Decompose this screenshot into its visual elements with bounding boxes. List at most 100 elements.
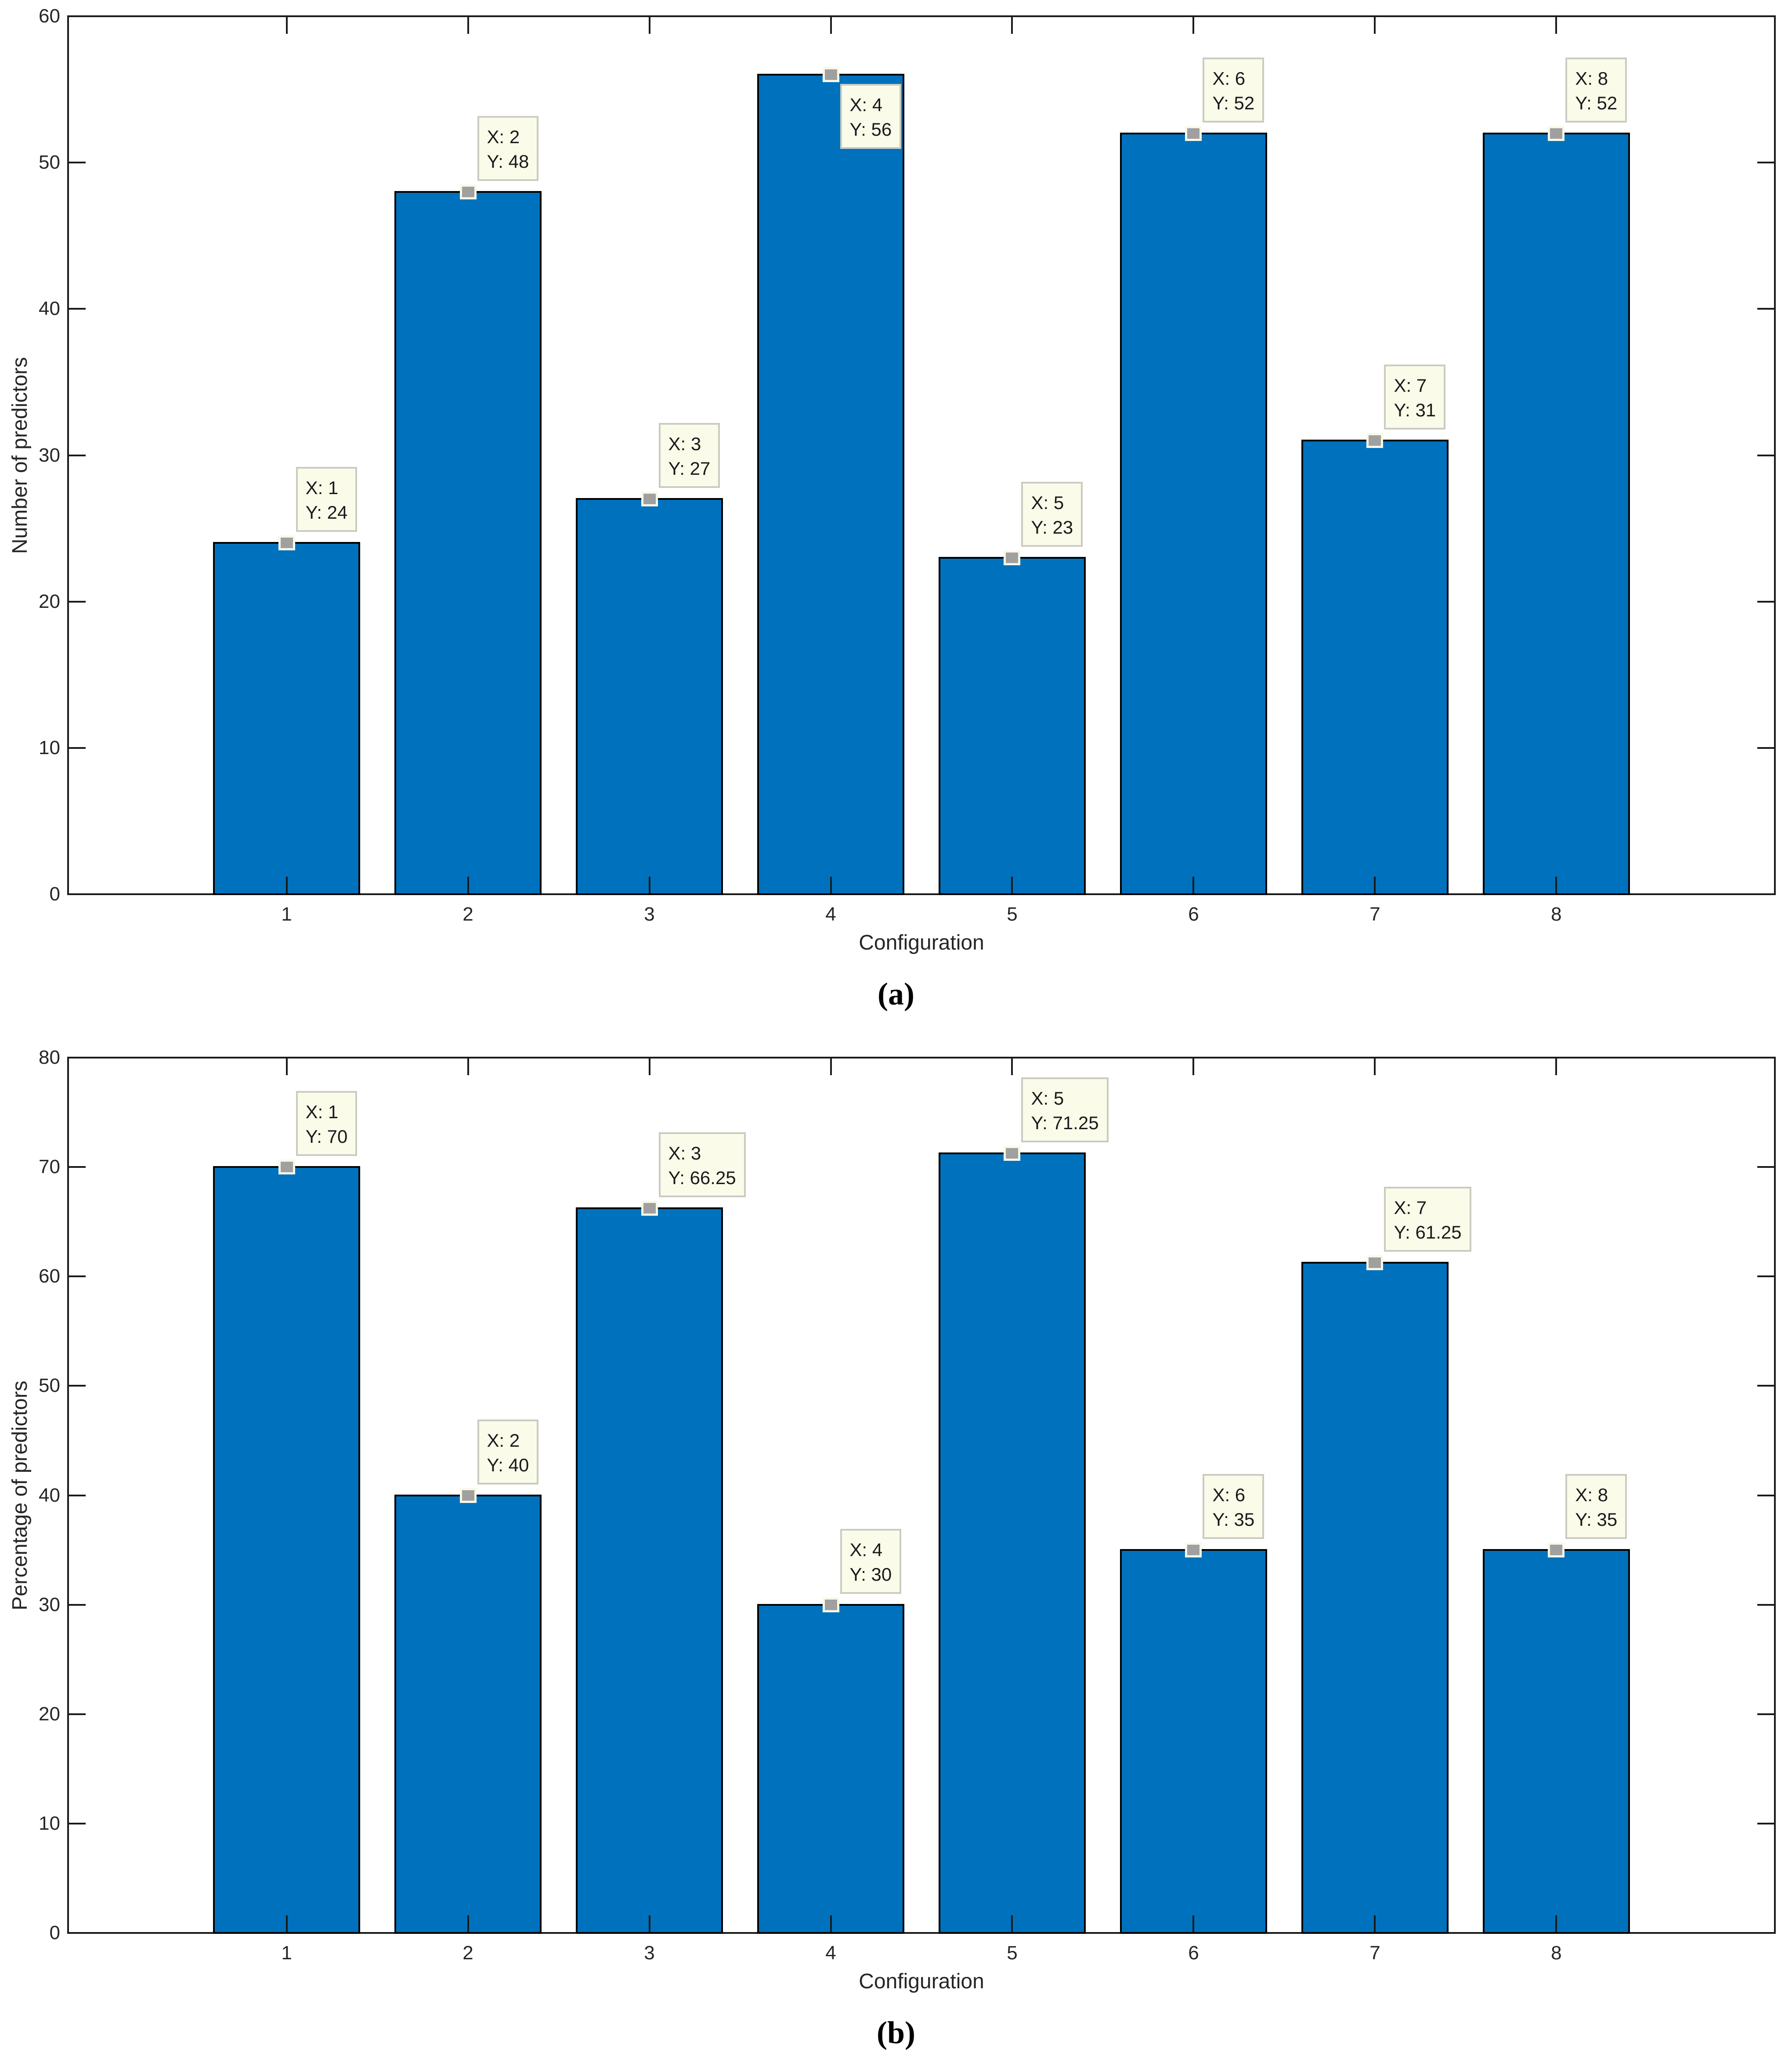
y-tick-right-b-20 xyxy=(1757,1713,1774,1715)
datatip-marker-b-8 xyxy=(1548,1542,1565,1558)
datatip-marker-a-6 xyxy=(1185,126,1202,141)
datatip-marker-inner-a-6 xyxy=(1187,128,1200,139)
y-tick-right-a-50 xyxy=(1757,162,1774,164)
x-tick-top-b-8 xyxy=(1555,1058,1557,1075)
datatip-a-5: X: 5 Y: 23 xyxy=(1021,481,1083,547)
y-tick-left-b-0 xyxy=(69,1932,86,1934)
datatip-marker-b-5 xyxy=(1004,1145,1021,1161)
bar-b-x5 xyxy=(939,1152,1086,1934)
datatip-b-3: X: 3 Y: 66.25 xyxy=(658,1132,746,1197)
x-tick-label-a-3: 3 xyxy=(644,903,655,925)
bar-a-x5 xyxy=(939,556,1086,895)
y-tick-right-b-40 xyxy=(1757,1494,1774,1496)
datatip-b-1: X: 1 Y: 70 xyxy=(296,1091,358,1156)
y-tick-right-b-10 xyxy=(1757,1822,1774,1824)
datatip-marker-inner-b-2 xyxy=(462,1490,474,1501)
x-tick-top-b-6 xyxy=(1192,1058,1195,1075)
bar-a-x1 xyxy=(213,542,360,895)
datatip-marker-inner-a-1 xyxy=(280,538,293,549)
datatip-x-line-b-8: X: 8 xyxy=(1575,1485,1608,1506)
x-tick-label-a-1: 1 xyxy=(281,903,292,925)
x-tick-bottom-b-5 xyxy=(1011,1915,1013,1932)
y-tick-right-b-60 xyxy=(1757,1275,1774,1278)
y-tick-left-b-20 xyxy=(69,1713,86,1715)
datatip-marker-b-1 xyxy=(278,1160,295,1175)
datatip-marker-inner-a-4 xyxy=(824,69,837,80)
x-tick-top-b-4 xyxy=(830,1058,832,1075)
datatip-y-line-a-2: Y: 48 xyxy=(487,151,529,172)
x-tick-bottom-b-7 xyxy=(1374,1915,1376,1932)
y-tick-label-b-50: 50 xyxy=(39,1375,60,1397)
datatip-marker-b-4 xyxy=(822,1597,839,1612)
x-axis-label-b: Configuration xyxy=(859,1970,984,1993)
datatip-x-line-a-4: X: 4 xyxy=(849,94,883,116)
y-tick-right-a-40 xyxy=(1757,308,1774,310)
y-tick-label-a-20: 20 xyxy=(39,590,60,612)
x-tick-top-b-3 xyxy=(648,1058,650,1075)
x-tick-label-a-2: 2 xyxy=(462,903,473,925)
y-tick-label-a-60: 60 xyxy=(39,5,60,27)
x-tick-top-a-7 xyxy=(1374,17,1376,34)
datatip-a-8: X: 8 Y: 52 xyxy=(1565,57,1627,123)
datatip-x-line-b-4: X: 4 xyxy=(849,1539,883,1560)
x-tick-bottom-a-4 xyxy=(830,877,832,893)
datatip-marker-b-6 xyxy=(1185,1542,1202,1558)
datatip-marker-inner-a-7 xyxy=(1369,435,1381,446)
x-tick-top-b-2 xyxy=(467,1058,469,1075)
y-tick-label-a-10: 10 xyxy=(39,737,60,759)
x-axis-label-a: Configuration xyxy=(859,931,984,954)
x-tick-top-a-4 xyxy=(830,17,832,34)
bar-a-x3 xyxy=(576,498,723,895)
panel-caption-a: (a) xyxy=(878,976,914,1011)
datatip-y-line-a-3: Y: 27 xyxy=(668,458,711,479)
y-tick-label-b-40: 40 xyxy=(39,1484,60,1506)
datatip-y-line-a-7: Y: 31 xyxy=(1394,400,1436,421)
y-tick-right-b-50 xyxy=(1757,1385,1774,1387)
x-tick-label-a-8: 8 xyxy=(1551,903,1562,925)
x-tick-label-b-1: 1 xyxy=(281,1942,292,1964)
y-tick-right-b-70 xyxy=(1757,1166,1774,1168)
datatip-x-line-a-1: X: 1 xyxy=(305,477,339,498)
datatip-marker-b-3 xyxy=(641,1200,658,1216)
bar-a-x4 xyxy=(757,74,904,895)
x-tick-top-a-1 xyxy=(285,17,288,34)
datatip-a-7: X: 7 Y: 31 xyxy=(1384,365,1446,430)
x-tick-bottom-a-1 xyxy=(285,877,288,893)
bar-b-x1 xyxy=(213,1166,360,1934)
datatip-marker-b-2 xyxy=(459,1488,477,1503)
datatip-a-4: X: 4 Y: 56 xyxy=(840,84,902,149)
datatip-x-line-b-3: X: 3 xyxy=(668,1142,701,1163)
datatip-x-line-a-7: X: 7 xyxy=(1394,375,1427,396)
x-tick-label-a-5: 5 xyxy=(1007,903,1018,925)
datatip-marker-b-7 xyxy=(1366,1255,1384,1271)
x-tick-bottom-b-4 xyxy=(830,1915,832,1932)
datatip-marker-a-7 xyxy=(1366,433,1384,448)
x-tick-label-b-4: 4 xyxy=(825,1942,836,1964)
y-tick-right-a-10 xyxy=(1757,747,1774,749)
datatip-b-8: X: 8 Y: 35 xyxy=(1565,1474,1627,1539)
x-tick-bottom-a-5 xyxy=(1011,877,1013,893)
y-tick-right-b-0 xyxy=(1757,1932,1774,1934)
y-tick-left-a-20 xyxy=(69,600,86,603)
datatip-x-line-a-2: X: 2 xyxy=(487,126,520,147)
x-tick-bottom-b-8 xyxy=(1555,1915,1557,1932)
datatip-marker-inner-b-8 xyxy=(1550,1545,1563,1556)
x-tick-bottom-b-1 xyxy=(285,1915,288,1932)
datatip-y-line-a-8: Y: 52 xyxy=(1575,92,1618,113)
datatip-marker-a-2 xyxy=(459,184,477,199)
x-tick-label-b-8: 8 xyxy=(1551,1942,1562,1964)
x-tick-label-b-5: 5 xyxy=(1007,1942,1018,1964)
datatip-b-5: X: 5 Y: 71.25 xyxy=(1021,1077,1109,1142)
x-tick-label-a-6: 6 xyxy=(1188,903,1199,925)
y-tick-label-b-70: 70 xyxy=(39,1156,60,1178)
datatip-y-line-b-1: Y: 70 xyxy=(305,1126,348,1147)
x-tick-bottom-a-7 xyxy=(1374,877,1376,893)
datatip-marker-inner-a-8 xyxy=(1550,128,1563,139)
datatip-marker-inner-b-1 xyxy=(280,1162,293,1173)
x-tick-bottom-a-2 xyxy=(467,877,469,893)
datatip-a-3: X: 3 Y: 27 xyxy=(658,423,720,488)
y-tick-label-b-0: 0 xyxy=(49,1922,60,1943)
x-tick-label-a-4: 4 xyxy=(825,903,836,925)
x-tick-label-b-7: 7 xyxy=(1369,1942,1380,1964)
